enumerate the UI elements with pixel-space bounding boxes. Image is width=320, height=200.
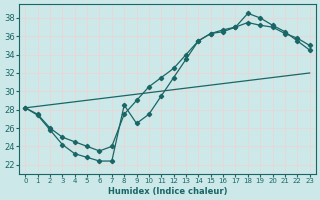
X-axis label: Humidex (Indice chaleur): Humidex (Indice chaleur)	[108, 187, 227, 196]
